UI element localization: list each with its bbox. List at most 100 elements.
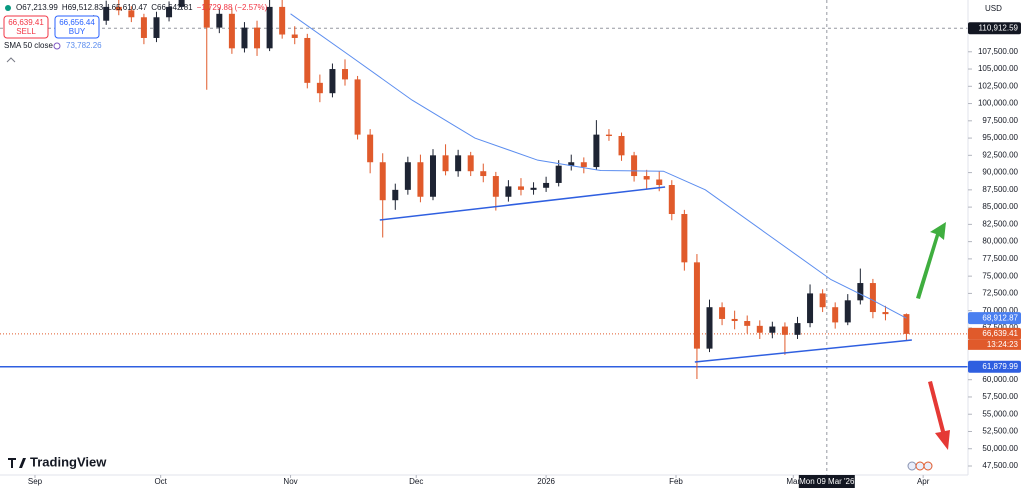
candle-body <box>693 262 700 349</box>
y-tick-label: 97,500.00 <box>982 116 1018 125</box>
status-dot <box>5 5 11 11</box>
up-arrow <box>916 222 946 299</box>
y-tick-label: 52,500.00 <box>982 427 1018 436</box>
event-icon <box>923 461 933 471</box>
candle-body <box>618 136 625 156</box>
candle-body <box>543 182 550 188</box>
price-label: 110,912.59 <box>979 23 1019 32</box>
candle-body <box>291 34 298 38</box>
candle-body <box>228 13 235 49</box>
candle-body <box>254 27 261 49</box>
ohlc-value: −1,729.88 (−2.57%) <box>197 3 268 12</box>
price-label: 66,639.41 <box>982 329 1018 338</box>
candle-body <box>455 155 462 172</box>
y-tick-label: 72,500.00 <box>982 289 1018 298</box>
candle-body <box>568 162 575 166</box>
candle-body <box>379 162 386 201</box>
sma-line <box>290 13 907 319</box>
candle-body <box>128 10 135 18</box>
candle-body <box>903 314 910 334</box>
price-label-box <box>968 327 1021 340</box>
candle-body <box>417 162 424 197</box>
buy-button[interactable] <box>54 15 100 39</box>
candle-body <box>857 283 864 301</box>
y-tick-label: 47,500.00 <box>982 461 1018 470</box>
candle-body <box>832 307 839 323</box>
sell-button[interactable] <box>3 15 49 39</box>
x-tick-label: Nov <box>283 477 297 486</box>
collapse-toggle[interactable] <box>6 57 16 63</box>
candle-body <box>605 134 612 137</box>
trendline <box>694 339 912 363</box>
event-icon <box>907 461 917 471</box>
y-tick-label: 55,000.00 <box>982 409 1018 418</box>
candle-body <box>178 0 185 7</box>
price-label: 61,879.99 <box>982 362 1018 371</box>
candle-body <box>153 17 160 38</box>
candle-body <box>367 134 374 163</box>
candle-body <box>429 155 436 197</box>
y-tick-label: 75,000.00 <box>982 271 1018 280</box>
buy-price: 66,656.44 <box>59 18 95 27</box>
y-tick-label: 67,500.00 <box>982 323 1018 332</box>
sma-settings[interactable] <box>53 42 61 50</box>
candle-body <box>769 326 776 333</box>
candle-body <box>115 6 122 11</box>
candle-body <box>744 321 751 326</box>
y-tick-label: 105,000.00 <box>978 64 1019 73</box>
candle-body <box>882 312 889 315</box>
candle-body <box>442 155 449 172</box>
brand-logo <box>8 458 26 468</box>
x-tick-label: Apr <box>917 477 930 486</box>
ohlc-value: H69,512.83 <box>62 3 104 12</box>
candle-body <box>316 82 323 94</box>
y-tick-label: 77,500.00 <box>982 254 1018 263</box>
candle-body <box>166 6 173 18</box>
candle-body <box>593 134 600 168</box>
candle-body <box>844 300 851 323</box>
candle-body <box>656 179 663 186</box>
candle-body <box>706 307 713 349</box>
x-tick-label: Sep <box>28 477 43 486</box>
x-tick-label: Oct <box>154 477 167 486</box>
y-tick-label: 95,000.00 <box>982 133 1018 142</box>
ohlc-value: L65,610.47 <box>107 3 148 12</box>
y-tick-label: 85,000.00 <box>982 202 1018 211</box>
y-tick-label: 87,500.00 <box>982 185 1018 194</box>
candle-body <box>266 6 273 49</box>
candle-body <box>505 186 512 197</box>
candle-body <box>342 69 349 80</box>
candle-body <box>329 69 336 94</box>
y-tick-label: 107,500.00 <box>978 47 1019 56</box>
y-tick-label: 82,500.00 <box>982 219 1018 228</box>
candle-body <box>631 155 638 177</box>
plot <box>0 0 968 475</box>
crosshair-label-box <box>798 475 855 488</box>
candle-body <box>304 37 311 83</box>
sell-price: 66,639.41 <box>8 18 44 27</box>
candle-body <box>354 79 361 135</box>
sma-name: SMA 50 close <box>4 41 53 50</box>
candle-body <box>719 307 726 319</box>
candle-body <box>668 185 675 215</box>
ohlc-value: C66,642.81 <box>151 3 193 12</box>
candle-body <box>731 318 738 322</box>
down-arrow <box>928 381 950 450</box>
candle-body <box>392 189 399 201</box>
y-tick-label: 50,000.00 <box>982 444 1018 453</box>
candle-body <box>103 6 110 21</box>
price-label-box <box>968 312 1021 325</box>
candle-body <box>492 176 499 197</box>
candle-body <box>241 27 248 49</box>
buy-label: BUY <box>69 27 86 36</box>
candle-body <box>404 162 411 190</box>
candle-body <box>819 293 826 308</box>
countdown-box <box>968 339 1021 350</box>
sma-value: 73,782.26 <box>66 41 102 50</box>
crosshair-label: Mon 09 Mar '26 <box>799 477 855 486</box>
sell-label: SELL <box>16 27 36 36</box>
y-tick-label: 92,500.00 <box>982 150 1018 159</box>
x-tick-label: Dec <box>409 477 423 486</box>
